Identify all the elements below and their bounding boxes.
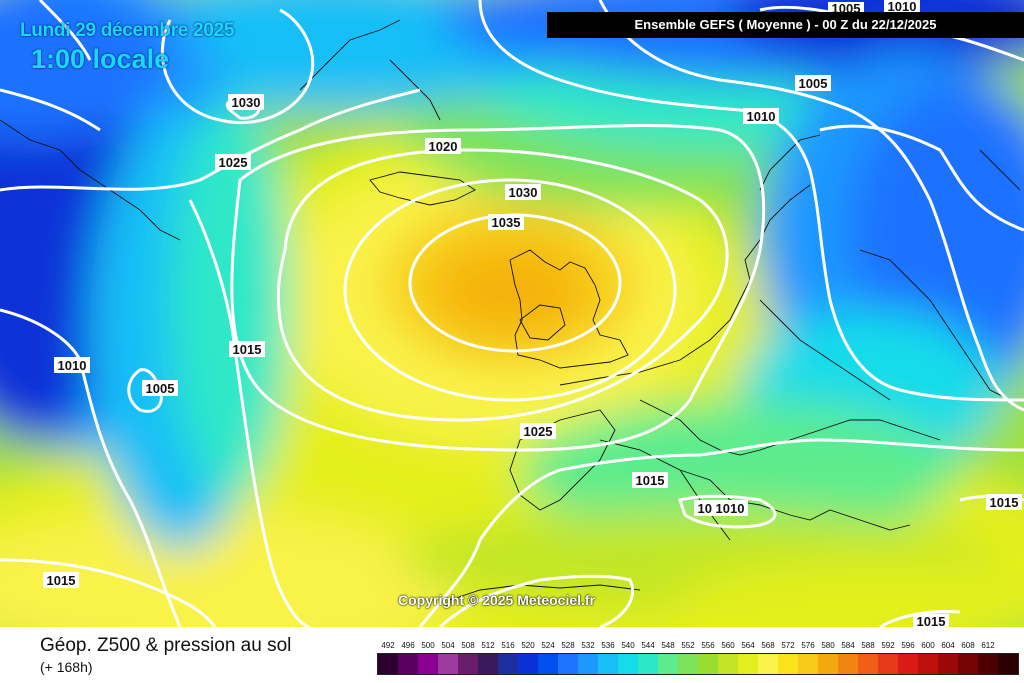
scale-tick-label: 608 <box>961 641 975 650</box>
isobar-label: 1010 <box>888 0 917 14</box>
isobar-label: 1025 <box>219 155 248 170</box>
geopotential-field: 1030 1025 1020 1030 1035 1010 1005 1015 … <box>0 0 1024 627</box>
scale-tick-label: 588 <box>861 641 875 650</box>
model-run-banner: Ensemble GEFS ( Moyenne ) - 00 Z du 22/1… <box>547 12 1024 38</box>
scale-tick-label: 568 <box>761 641 775 650</box>
color-swatch <box>478 654 498 674</box>
scale-tick-label: 552 <box>681 641 695 650</box>
z500-color-field <box>0 0 1024 627</box>
parameter-title: Géop. Z500 & pression au sol <box>40 635 292 656</box>
scale-tick-label: 528 <box>561 641 575 650</box>
color-swatch <box>698 654 718 674</box>
scale-tick-label: 496 <box>401 641 415 650</box>
scale-tick-label: 540 <box>621 641 635 650</box>
color-swatch <box>978 654 998 674</box>
color-swatch <box>738 654 758 674</box>
color-swatch <box>458 654 478 674</box>
color-scale-bar <box>377 653 1019 675</box>
color-swatch <box>678 654 698 674</box>
scale-tick-label: 572 <box>781 641 795 650</box>
scale-tick-label: 532 <box>581 641 595 650</box>
color-swatch <box>658 654 678 674</box>
weather-map: 1030 1025 1020 1030 1035 1010 1005 1015 … <box>0 0 1024 627</box>
isobar-label: 1035 <box>492 215 521 230</box>
scale-tick-label: 508 <box>461 641 475 650</box>
color-swatch <box>438 654 458 674</box>
color-swatch <box>418 654 438 674</box>
scale-tick-label: 592 <box>881 641 895 650</box>
isobar-label: 1010 <box>58 358 87 373</box>
scale-tick-label: 524 <box>541 641 555 650</box>
scale-tick-label: 596 <box>901 641 915 650</box>
color-swatch <box>578 654 598 674</box>
forecast-local-time: 1:00 locale <box>31 44 170 74</box>
color-swatch <box>998 654 1018 674</box>
isobar-label: 1005 <box>799 76 828 91</box>
scale-tick-label: 576 <box>801 641 815 650</box>
color-swatch <box>558 654 578 674</box>
isobar-label: 1015 <box>990 495 1019 510</box>
isobar-label: 1005 <box>146 381 175 396</box>
color-swatch <box>538 654 558 674</box>
color-swatch <box>818 654 838 674</box>
scale-tick-label: 564 <box>741 641 755 650</box>
scale-tick-label: 536 <box>601 641 615 650</box>
color-swatch <box>378 654 398 674</box>
scale-tick-label: 512 <box>481 641 495 650</box>
lead-time: (+ 168h) <box>40 659 93 675</box>
isobar-label: 1020 <box>429 139 458 154</box>
color-swatch <box>618 654 638 674</box>
scale-tick-label: 544 <box>641 641 655 650</box>
copyright-notice: Copyright © 2025 Meteociel.fr <box>398 592 596 608</box>
isobar-labels: 1030 1025 1020 1030 1035 1010 1005 1015 … <box>43 0 1022 627</box>
color-swatch <box>718 654 738 674</box>
color-swatch <box>938 654 958 674</box>
isobar-label: 1015 <box>917 614 946 627</box>
scale-tick-label: 600 <box>921 641 935 650</box>
color-swatch <box>958 654 978 674</box>
isobar-label: 1010 <box>747 109 776 124</box>
isobar-label: 1030 <box>232 95 261 110</box>
isobar-label: 1010 <box>716 501 745 516</box>
isobars <box>0 0 1024 627</box>
color-swatch <box>798 654 818 674</box>
scale-tick-label: 492 <box>381 641 395 650</box>
scale-tick-label: 500 <box>421 641 435 650</box>
scale-tick-label: 560 <box>721 641 735 650</box>
color-swatch <box>638 654 658 674</box>
scale-tick-label: 504 <box>441 641 455 650</box>
color-swatch <box>758 654 778 674</box>
isobar-label: 1030 <box>509 185 538 200</box>
scale-tick-label: 612 <box>981 641 995 650</box>
isobar-label: 1025 <box>524 424 553 439</box>
isobar-label: 1015 <box>47 573 76 588</box>
color-swatch <box>598 654 618 674</box>
color-swatch <box>498 654 518 674</box>
color-swatch <box>838 654 858 674</box>
color-swatch <box>778 654 798 674</box>
scale-tick-label: 520 <box>521 641 535 650</box>
scale-tick-label: 584 <box>841 641 855 650</box>
scale-tick-label: 548 <box>661 641 675 650</box>
scale-tick-label: 580 <box>821 641 835 650</box>
color-swatch <box>518 654 538 674</box>
scale-tick-label: 556 <box>701 641 715 650</box>
color-swatch <box>878 654 898 674</box>
color-swatch <box>398 654 418 674</box>
scale-tick-label: 604 <box>941 641 955 650</box>
color-swatch <box>858 654 878 674</box>
map-footer: Géop. Z500 & pression au sol (+ 168h) 49… <box>0 627 1024 683</box>
isobar-label: 1015 <box>636 473 665 488</box>
isobar-label: 1015 <box>233 342 262 357</box>
color-swatch <box>898 654 918 674</box>
forecast-date: Lundi 29 décembre 2025 <box>20 20 235 41</box>
scale-tick-label: 516 <box>501 641 515 650</box>
color-swatch <box>918 654 938 674</box>
